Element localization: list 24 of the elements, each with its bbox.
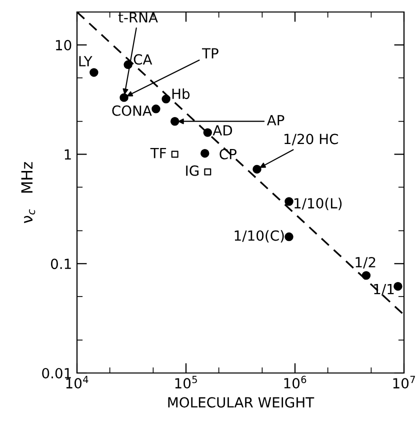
x-tick-label: 10$^{7}$ (393, 376, 415, 389)
annotation: Hb (172, 88, 190, 100)
x-tick-label: 10$^{5}$ (175, 376, 197, 389)
annotation: IG (186, 165, 199, 176)
annotation: 1/1 (374, 284, 394, 296)
annotation: 1/2 (356, 256, 376, 269)
y-tick-label: 0.1 (50, 258, 71, 270)
x-axis-title: MOLECULAR WEIGHT (168, 397, 314, 408)
annotation: LY (79, 56, 92, 66)
annotation: CONA (112, 105, 152, 116)
y-tick-label: 0.01 (42, 368, 71, 378)
annotation: AP (266, 115, 284, 126)
y-tick-label: 1 (64, 149, 71, 160)
x-tick-label: 10$^{6}$ (284, 376, 306, 389)
annotation: TF (150, 148, 166, 158)
annotation: t-RNA (118, 12, 158, 22)
annotation: 1/10(L) (294, 198, 342, 210)
annotation: 1/20 HC (284, 134, 338, 146)
y-tick-label: 10 (56, 40, 72, 50)
annotation: TP (202, 48, 218, 58)
annotation: CA (134, 54, 152, 65)
annotation: 1/10(C) (234, 230, 284, 242)
annotation: AD (212, 125, 232, 136)
text: ν$_{c}$ MHz (21, 162, 36, 224)
